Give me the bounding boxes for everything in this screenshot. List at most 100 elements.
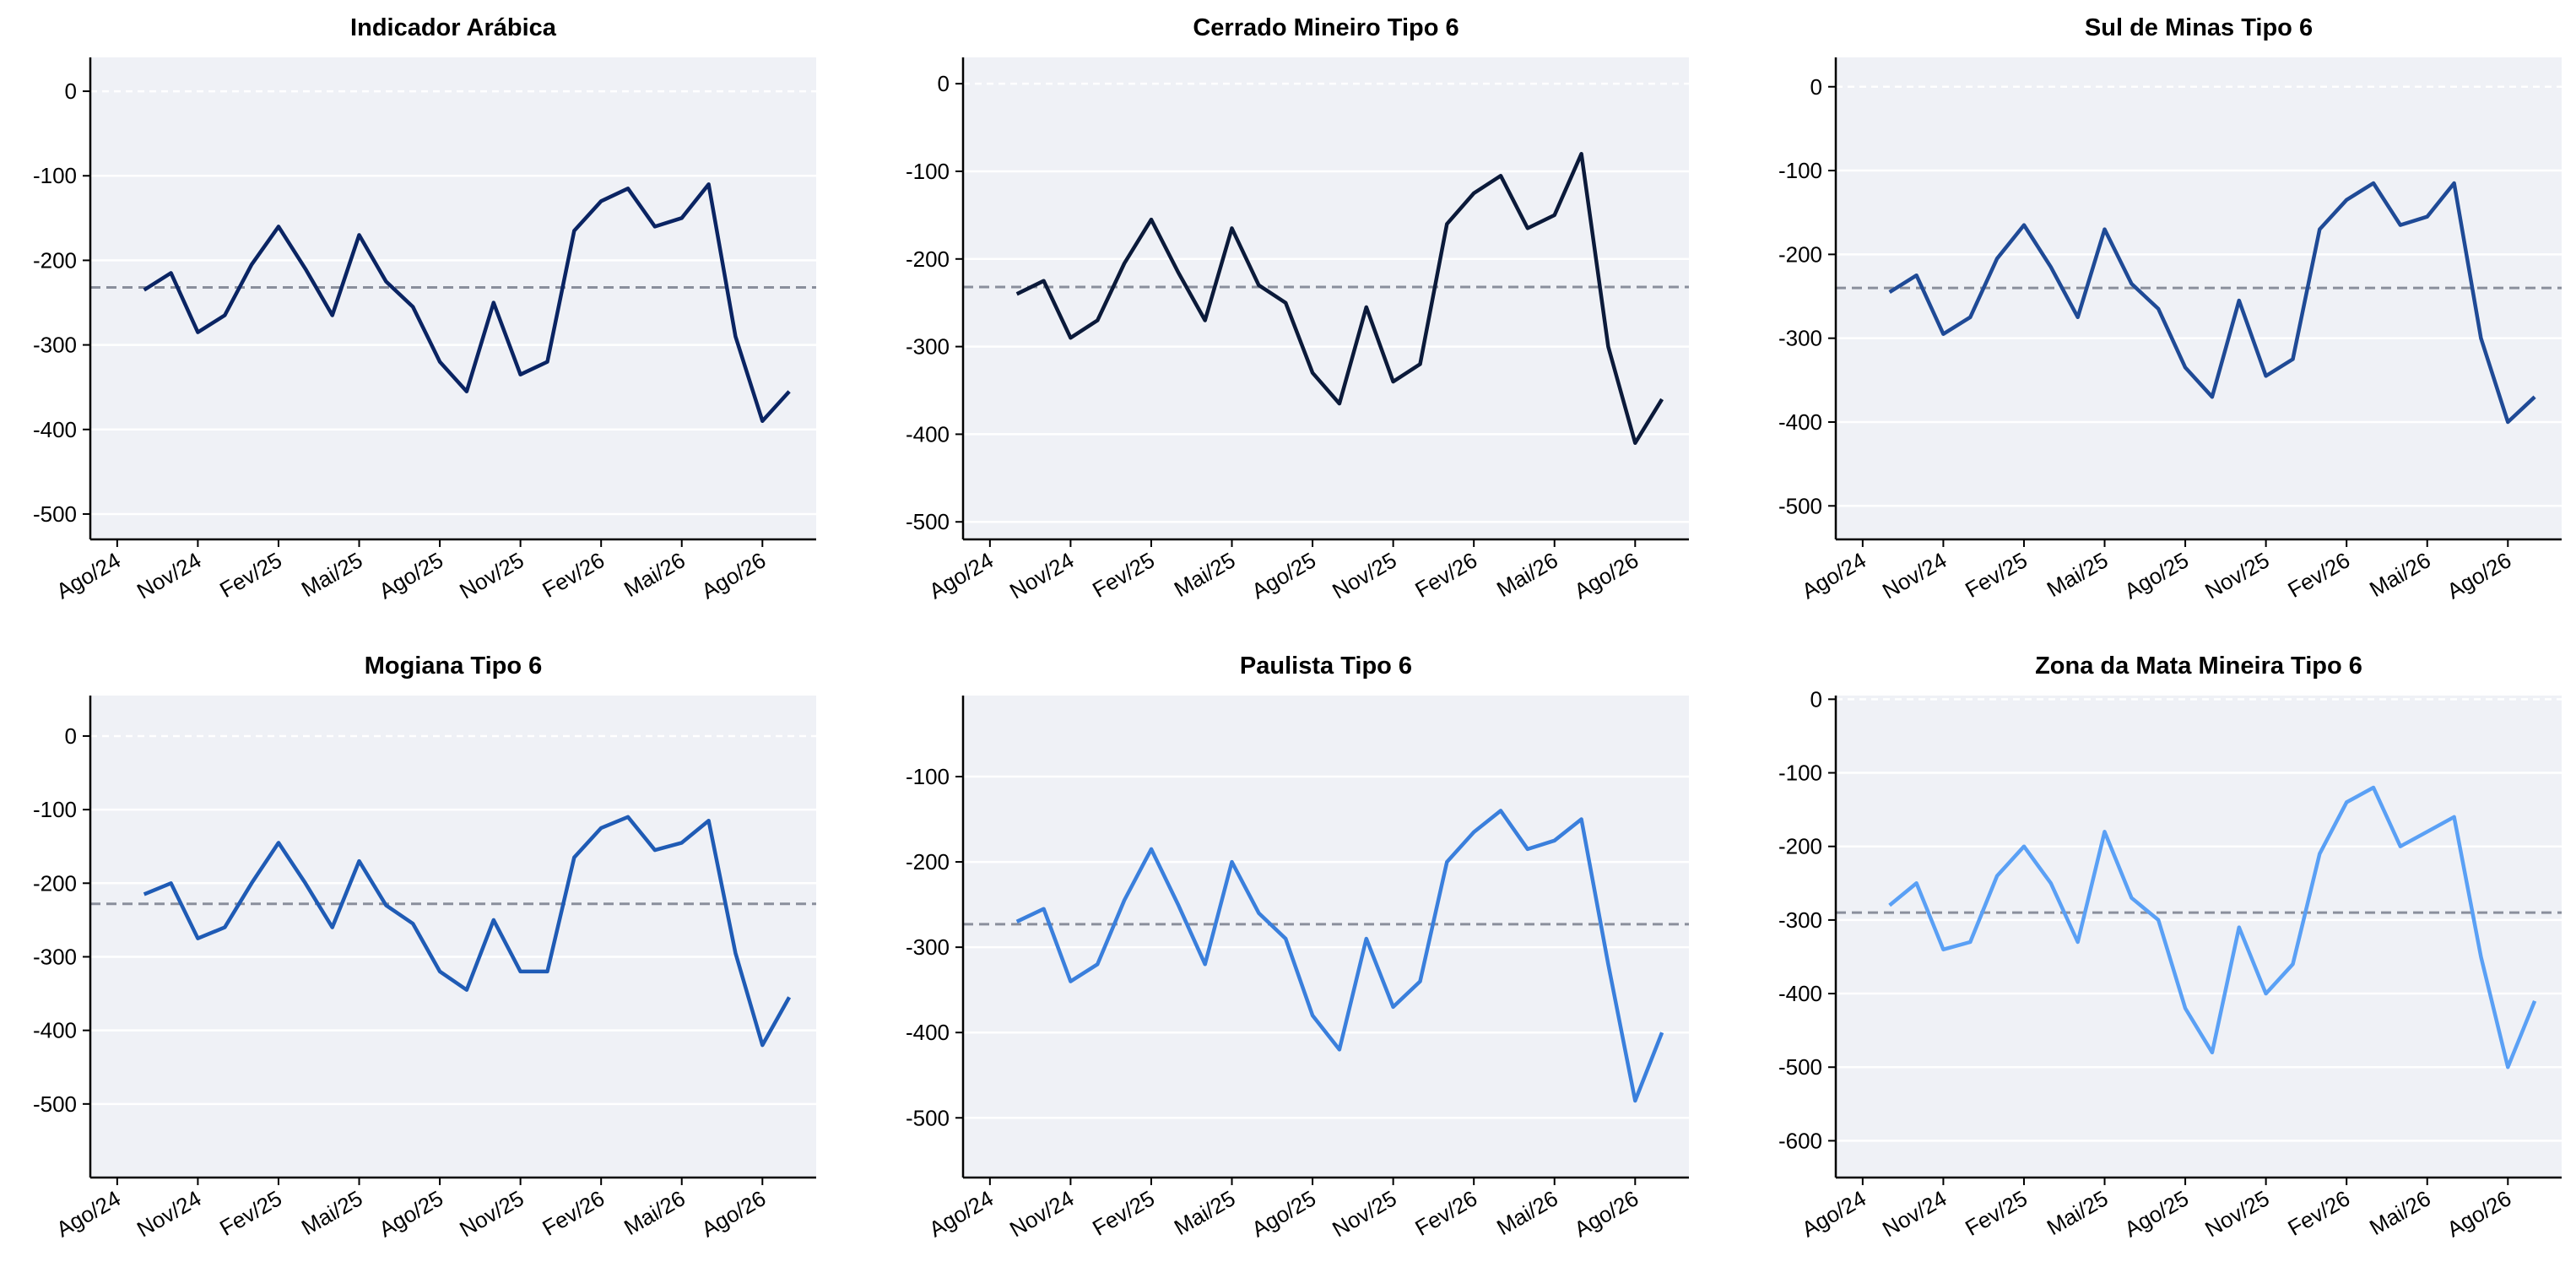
y-tick-label: -100 xyxy=(1778,761,1822,786)
x-tick-label: Mai/25 xyxy=(1170,1185,1240,1240)
y-tick-label: -500 xyxy=(1778,1054,1822,1080)
y-tick-label: 0 xyxy=(1810,686,1822,712)
x-tick-label: Mai/25 xyxy=(1170,547,1240,602)
x-tick-label: Fev/25 xyxy=(1961,1185,2032,1241)
x-tick-label: Mai/25 xyxy=(297,547,367,602)
y-tick-label: -300 xyxy=(906,934,950,960)
x-tick-label: Nov/24 xyxy=(1005,547,1078,604)
series-line xyxy=(1015,151,1664,446)
y-tick-label: -400 xyxy=(906,421,950,447)
x-tick-label: Ago/25 xyxy=(2120,1185,2193,1242)
series-line xyxy=(143,815,792,1048)
y-tick-label: -200 xyxy=(906,849,950,875)
chart-title: Indicador Arábica xyxy=(350,14,557,41)
x-tick-label: Mai/26 xyxy=(620,1185,690,1240)
series-line xyxy=(1888,181,2536,425)
y-tick-label: -300 xyxy=(33,333,77,358)
y-tick-label: -100 xyxy=(906,764,950,789)
plot-area xyxy=(1836,57,2562,539)
x-tick-label: Nov/25 xyxy=(1328,547,1400,604)
x-tick-label: Mai/25 xyxy=(297,1185,367,1240)
y-tick-label: -100 xyxy=(1778,158,1822,183)
y-tick-label: -500 xyxy=(906,509,950,534)
x-tick-label: Nov/25 xyxy=(455,547,528,604)
y-tick-label: -200 xyxy=(33,870,77,896)
y-tick-label: -400 xyxy=(906,1020,950,1045)
y-tick-label: -400 xyxy=(33,417,77,442)
x-tick-label: Ago/25 xyxy=(1247,547,1320,604)
y-tick-label: -300 xyxy=(1778,907,1822,933)
y-tick-label: -400 xyxy=(33,1018,77,1043)
y-tick-label: -300 xyxy=(906,334,950,360)
y-tick-label: -300 xyxy=(33,944,77,969)
x-tick-label: Ago/26 xyxy=(2443,547,2515,604)
x-tick-label: Ago/24 xyxy=(924,1185,997,1242)
series-line xyxy=(143,182,791,424)
x-tick-label: Nov/25 xyxy=(2200,547,2273,604)
x-tick-label: Fev/25 xyxy=(1088,1185,1159,1241)
y-tick-label: 0 xyxy=(1810,74,1822,100)
x-tick-label: Fev/25 xyxy=(1088,547,1159,603)
plot-area xyxy=(963,57,1689,539)
x-tick-label: Mai/26 xyxy=(620,547,690,602)
x-tick-label: Ago/24 xyxy=(51,1185,124,1242)
y-tick-label: -500 xyxy=(33,1091,77,1117)
x-tick-label: Fev/26 xyxy=(1410,547,1481,603)
y-tick-label: -200 xyxy=(33,247,77,273)
y-tick-label: -200 xyxy=(1778,241,1822,267)
x-tick-label: Nov/25 xyxy=(455,1185,528,1242)
x-tick-label: Fev/25 xyxy=(215,547,286,603)
series-line xyxy=(1015,809,1664,1103)
x-tick-label: Mai/25 xyxy=(2043,547,2113,602)
x-tick-label: Ago/26 xyxy=(697,547,770,604)
x-tick-label: Ago/26 xyxy=(697,1185,770,1242)
y-tick-label: -400 xyxy=(1778,409,1822,435)
chart-title: Sul de Minas Tipo 6 xyxy=(2085,14,2313,41)
y-tick-label: -300 xyxy=(1778,326,1822,351)
y-tick-label: -600 xyxy=(1778,1128,1822,1153)
x-tick-label: Nov/25 xyxy=(2200,1185,2273,1242)
x-tick-label: Fev/26 xyxy=(538,547,609,603)
plot-area xyxy=(1836,696,2562,1178)
x-tick-label: Mai/26 xyxy=(1492,547,1562,602)
y-tick-label: -500 xyxy=(906,1105,950,1130)
x-tick-label: Fev/25 xyxy=(1961,547,2032,603)
x-tick-label: Mai/26 xyxy=(1492,1185,1562,1240)
chart-title: Paulista Tipo 6 xyxy=(1240,653,1412,680)
x-tick-label: Ago/24 xyxy=(1797,1185,1870,1242)
y-tick-label: -100 xyxy=(33,797,77,822)
x-tick-label: Nov/25 xyxy=(1328,1185,1400,1242)
plot-area xyxy=(963,696,1689,1178)
x-tick-label: Mai/26 xyxy=(2365,1185,2435,1240)
x-tick-label: Fev/26 xyxy=(1410,1185,1481,1241)
plot-area xyxy=(90,57,816,539)
y-tick-label: -500 xyxy=(33,501,77,527)
x-tick-label: Mai/26 xyxy=(2365,547,2435,602)
y-tick-label: -100 xyxy=(906,159,950,184)
x-tick-label: Ago/25 xyxy=(2120,547,2193,604)
chart-title: Cerrado Mineiro Tipo 6 xyxy=(1193,14,1458,41)
y-tick-label: 0 xyxy=(938,71,950,96)
x-tick-label: Ago/26 xyxy=(1570,547,1642,604)
x-tick-label: Ago/24 xyxy=(1797,547,1870,604)
y-tick-label: -200 xyxy=(906,246,950,272)
x-tick-label: Fev/26 xyxy=(538,1185,609,1241)
y-tick-label: -100 xyxy=(33,163,77,188)
y-tick-label: -400 xyxy=(1778,981,1822,1006)
x-tick-label: Ago/26 xyxy=(1570,1185,1642,1242)
x-tick-label: Ago/26 xyxy=(2443,1185,2515,1242)
x-tick-label: Nov/24 xyxy=(1005,1185,1078,1242)
y-tick-label: -200 xyxy=(1778,834,1822,859)
plot-area xyxy=(90,696,816,1178)
x-tick-label: Mai/25 xyxy=(2043,1185,2113,1240)
x-tick-label: Nov/24 xyxy=(133,1185,205,1242)
x-tick-label: Ago/25 xyxy=(1247,1185,1320,1242)
x-tick-label: Nov/24 xyxy=(133,547,205,604)
x-tick-label: Ago/25 xyxy=(375,547,447,604)
y-tick-label: -500 xyxy=(1778,493,1822,518)
x-tick-label: Fev/25 xyxy=(215,1185,286,1241)
chart-title: Mogiana Tipo 6 xyxy=(365,653,543,680)
x-tick-label: Fev/26 xyxy=(2283,1185,2354,1241)
x-tick-label: Ago/25 xyxy=(375,1185,447,1242)
